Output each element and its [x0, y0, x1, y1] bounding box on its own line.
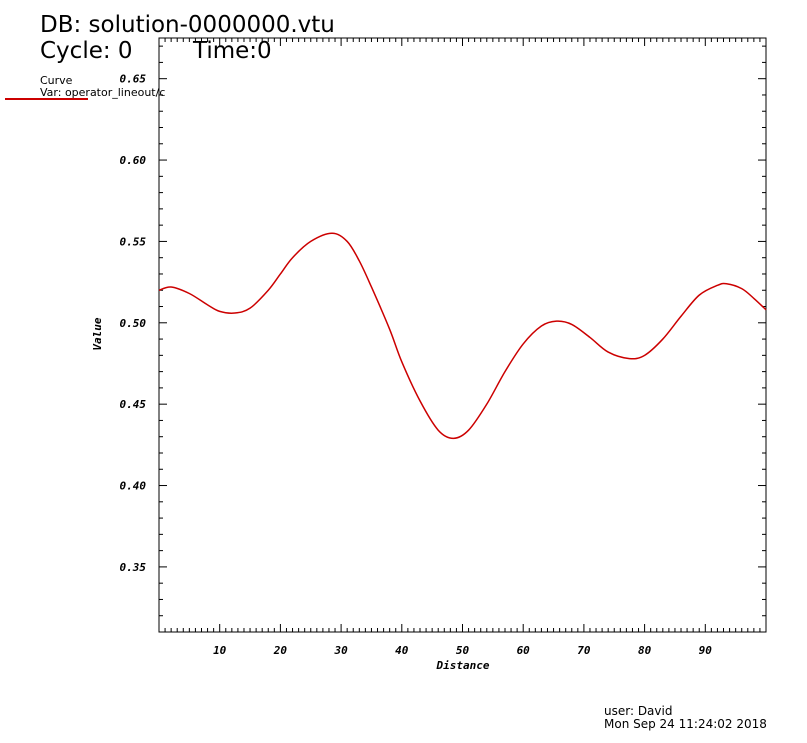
x-tick-label: 90	[699, 644, 713, 657]
y-tick-label: 0.50	[120, 317, 147, 330]
y-tick-label: 0.40	[120, 480, 147, 493]
time-label: Time:0	[193, 38, 272, 64]
x-axis-title: Distance	[436, 659, 490, 672]
legend-title: Curve	[40, 74, 73, 87]
series-line	[158, 232, 767, 440]
legend-line-swatch	[5, 98, 88, 100]
y-tick-label: 0.55	[120, 235, 147, 248]
x-tick-label: 50	[456, 644, 470, 657]
y-axis-title: Value	[91, 317, 104, 350]
chart-ticks: 10 20 30 40 50 60 70 80 90 0.35 0.40 0.45 0.50 0.55 0.…	[120, 38, 766, 657]
cycle-line: Cycle: 0 Time:0	[40, 38, 272, 64]
chart-series	[158, 232, 767, 440]
timestamp-label: Mon Sep 24 11:24:02 2018	[604, 717, 767, 731]
legend-var-label: Var: operator_lineout/c	[40, 86, 166, 99]
db-title: DB: solution-0000000.vtu	[40, 12, 335, 38]
cycle-label: Cycle: 0	[40, 38, 133, 64]
y-tick-label: 0.65	[120, 73, 147, 86]
x-tick-label: 60	[517, 644, 531, 657]
y-tick-label: 0.35	[120, 561, 147, 574]
y-tick-label: 0.60	[120, 154, 147, 167]
x-tick-label: 70	[577, 644, 591, 657]
x-tick-label: 30	[333, 644, 348, 657]
chart-axes	[158, 37, 767, 633]
plot-frame	[158, 37, 767, 633]
x-tick-label: 40	[395, 644, 409, 657]
x-tick-label: 80	[638, 644, 652, 657]
user-label: user: David	[604, 704, 673, 718]
y-tick-label: 0.45	[120, 398, 147, 411]
x-tick-label: 20	[273, 644, 288, 657]
x-tick-label: 10	[213, 644, 227, 657]
